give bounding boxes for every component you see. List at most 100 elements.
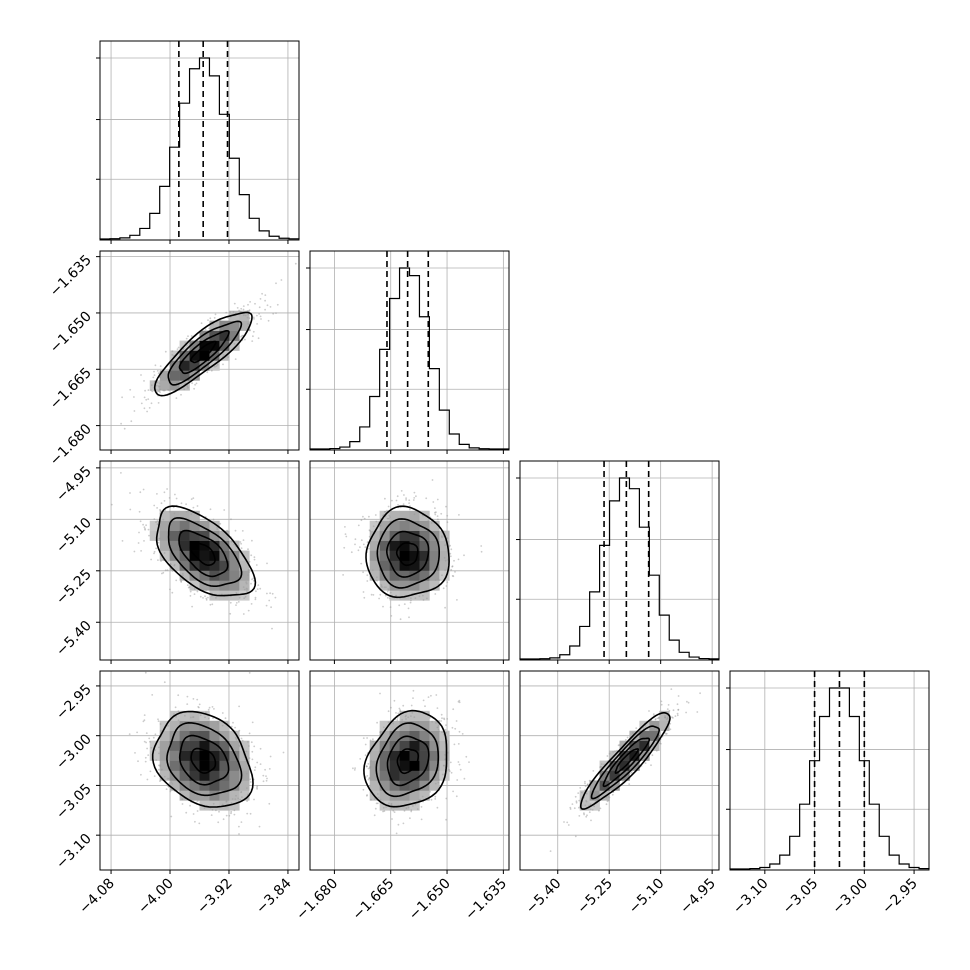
sample-point — [276, 303, 279, 306]
density-cell — [369, 760, 380, 771]
x-tick-label: −5.40 — [523, 876, 565, 918]
sample-point — [155, 759, 158, 761]
sample-point — [668, 709, 671, 712]
sample-point — [257, 584, 260, 586]
sample-point — [225, 311, 228, 314]
sample-point — [246, 793, 249, 796]
sample-point — [156, 381, 159, 384]
sample-point — [143, 540, 145, 542]
sample-point — [600, 763, 603, 765]
sample-point — [140, 550, 143, 552]
scatter-points — [110, 472, 277, 630]
sample-point — [156, 389, 158, 391]
density-cell — [609, 770, 620, 781]
sample-point — [238, 745, 241, 748]
sample-point — [435, 694, 438, 696]
density-cell — [579, 790, 590, 801]
sample-point — [443, 556, 446, 559]
sample-point — [189, 796, 191, 799]
density-cell — [159, 530, 170, 541]
sample-point — [592, 770, 595, 772]
sample-point — [192, 506, 195, 509]
density-cell — [439, 550, 450, 561]
sample-point — [410, 599, 412, 602]
sample-point — [360, 562, 363, 565]
sample-point — [441, 717, 443, 720]
sample-point — [389, 516, 391, 518]
density-cell — [429, 750, 440, 761]
sample-point — [159, 780, 161, 782]
density-cell — [629, 730, 640, 741]
sample-point — [563, 821, 565, 823]
contour-line-0 — [395, 542, 419, 567]
sample-point — [427, 696, 430, 698]
sample-point — [236, 307, 239, 309]
sample-point — [238, 825, 240, 828]
sample-point — [233, 343, 236, 345]
sample-point — [264, 768, 266, 771]
density-cell — [369, 530, 380, 541]
sample-point — [383, 511, 386, 513]
sample-point — [189, 590, 192, 593]
sample-point — [449, 555, 452, 558]
sample-point — [190, 335, 193, 337]
density-cell — [239, 770, 250, 781]
sample-point — [434, 579, 437, 581]
sample-point — [631, 731, 634, 734]
sample-point — [396, 495, 399, 498]
sample-point — [175, 497, 178, 500]
sample-point — [412, 689, 415, 692]
contour-line-3 — [153, 311, 253, 397]
sample-point — [171, 350, 174, 353]
sample-point — [142, 523, 145, 526]
sample-point — [412, 697, 414, 699]
density-cell — [409, 790, 420, 801]
sample-point — [245, 582, 248, 585]
contour-line-2 — [167, 320, 243, 386]
sample-point — [376, 793, 379, 795]
sample-point — [186, 385, 189, 387]
sample-point — [455, 720, 458, 722]
density-cell — [419, 540, 430, 551]
sample-point — [385, 586, 387, 589]
sample-point — [247, 741, 249, 743]
density-cell — [219, 340, 230, 351]
sample-point — [664, 715, 666, 717]
sample-point — [408, 499, 411, 502]
sample-point — [634, 768, 636, 771]
sample-point — [373, 814, 376, 817]
sample-point — [139, 491, 142, 494]
density-cell — [159, 740, 170, 751]
density-cell — [159, 720, 170, 731]
density-cell — [619, 760, 630, 771]
sample-point — [422, 599, 425, 601]
sample-point — [169, 588, 171, 591]
sample-point — [461, 733, 464, 735]
sample-point — [444, 606, 446, 609]
sample-point — [216, 526, 219, 529]
sample-point — [175, 579, 178, 582]
sample-point — [137, 760, 139, 763]
density-cell — [189, 710, 200, 722]
density-cell — [369, 520, 380, 531]
sample-point — [426, 597, 428, 600]
panel-frame — [519, 670, 720, 871]
sample-point — [352, 767, 354, 770]
density-cell — [199, 770, 210, 781]
y-tick-label: −3.10 — [53, 831, 95, 873]
sample-point — [262, 780, 265, 783]
sample-point — [359, 546, 361, 548]
sample-point — [254, 596, 257, 599]
sample-point — [156, 507, 159, 509]
sample-point — [240, 791, 242, 794]
scatter-panel-3-1: −1.680 −1.665 −1.650 −1.635 — [293, 670, 510, 923]
sample-point — [271, 592, 274, 595]
sample-point — [264, 308, 266, 311]
sample-point — [209, 317, 212, 320]
density-cell — [419, 580, 430, 591]
density-cell — [229, 560, 240, 571]
sample-point — [408, 502, 410, 504]
histogram-panel-3: −3.10 −3.05 −3.00 −2.95 — [726, 670, 930, 917]
density-cell — [229, 730, 240, 741]
sample-point — [710, 665, 712, 667]
